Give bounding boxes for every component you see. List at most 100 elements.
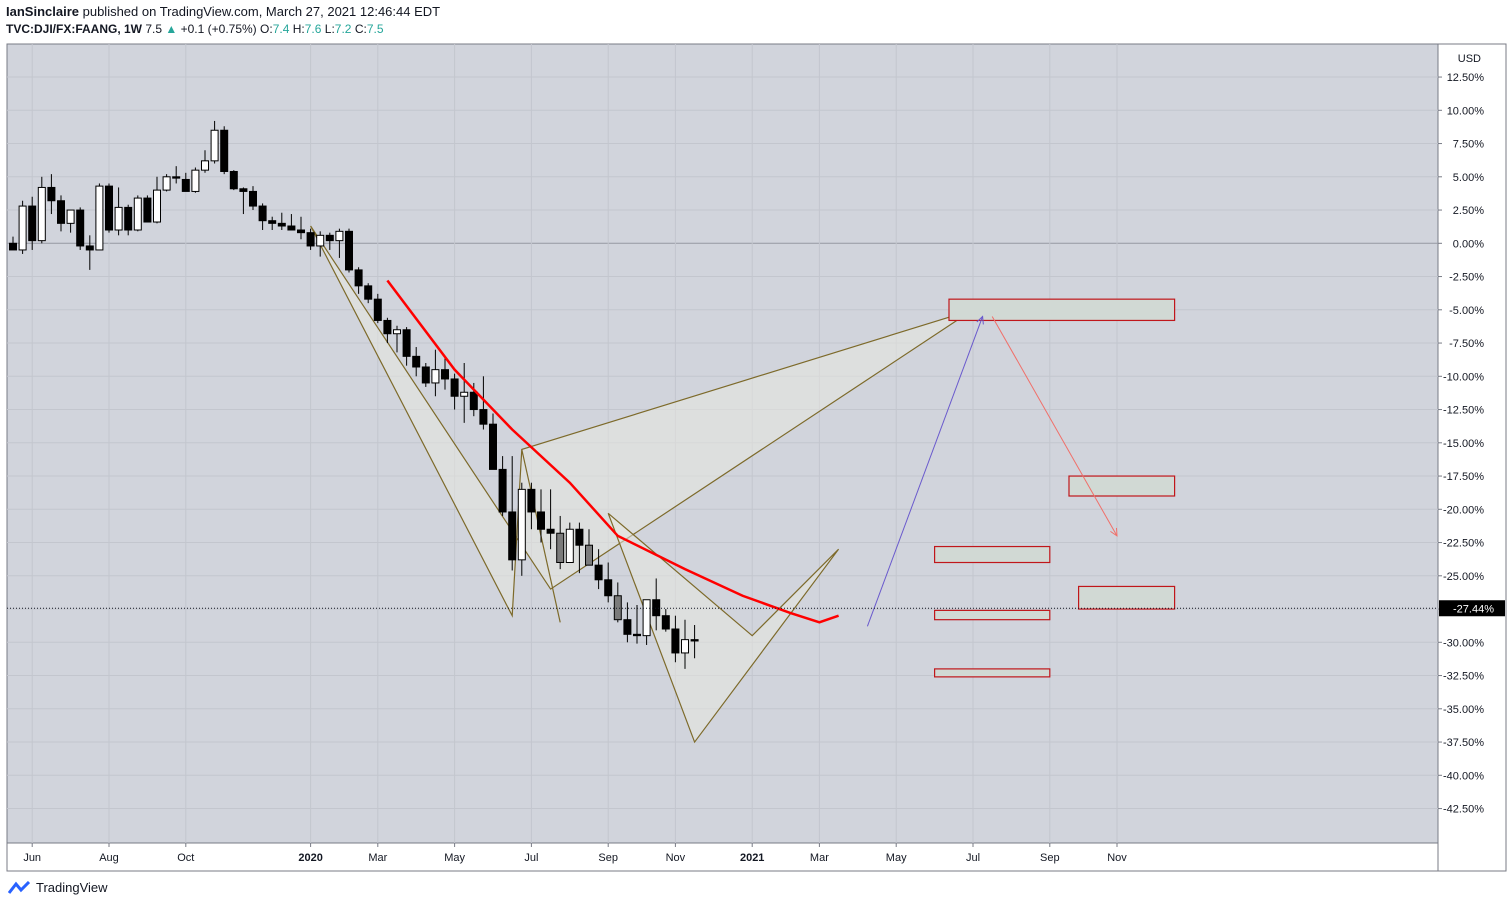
candle xyxy=(335,228,344,258)
candle xyxy=(450,373,459,410)
candle-body xyxy=(249,190,257,207)
close-value: 7.5 xyxy=(366,22,384,36)
x-tick-label: Sep xyxy=(1040,852,1060,864)
open-label: O: xyxy=(260,22,273,36)
candle xyxy=(642,599,651,645)
candle xyxy=(153,176,161,224)
candle-body xyxy=(66,209,75,224)
candle xyxy=(393,325,401,353)
candle-body xyxy=(18,205,27,251)
high-label: H: xyxy=(292,22,305,36)
candle xyxy=(594,549,603,590)
candle xyxy=(191,167,200,193)
publish-info: IanSinclaire published on TradingView.co… xyxy=(6,4,440,19)
x-tick-label: Jul xyxy=(524,852,538,864)
candle xyxy=(613,582,622,623)
candle xyxy=(95,183,104,251)
candle-body xyxy=(354,269,363,287)
y-tick-label: -42.50% xyxy=(1443,804,1484,816)
candle-body xyxy=(28,205,37,242)
candle-body xyxy=(114,206,123,231)
candle-body xyxy=(517,488,526,561)
candle-body xyxy=(479,409,488,425)
candle-body xyxy=(613,595,622,621)
candle xyxy=(498,456,507,516)
y-tick-label: -30.00% xyxy=(1443,637,1484,649)
y-tick-label: -20.00% xyxy=(1443,504,1484,516)
candle-body xyxy=(565,528,574,563)
candle-body xyxy=(162,176,171,191)
candle-body xyxy=(287,225,296,231)
symbol-name[interactable]: TVC:DJI/FX:FAANG, 1W xyxy=(6,22,143,36)
candle xyxy=(316,231,325,257)
candle xyxy=(527,482,536,530)
candle-body xyxy=(402,329,411,357)
candle xyxy=(239,187,248,215)
candle xyxy=(681,619,689,669)
brand-name: TradingView xyxy=(36,880,108,895)
candle-body xyxy=(258,205,267,222)
target-zone xyxy=(933,668,1051,678)
candle-body xyxy=(556,532,565,563)
low-value: 7.2 xyxy=(334,22,352,36)
candle xyxy=(76,207,85,250)
y-tick-label: -32.50% xyxy=(1443,671,1484,683)
y-tick-label: -12.50% xyxy=(1443,405,1484,417)
candle-body xyxy=(421,366,430,384)
candle xyxy=(517,482,526,576)
candle-body xyxy=(383,319,392,335)
x-tick-label: 2020 xyxy=(298,852,322,864)
y-tick-label: -37.50% xyxy=(1443,737,1484,749)
candle xyxy=(124,204,133,236)
candle-body xyxy=(441,369,449,380)
candle xyxy=(258,203,267,230)
candle-body xyxy=(412,355,421,368)
candle-body xyxy=(277,222,286,227)
candle xyxy=(661,609,670,632)
candle-body xyxy=(57,200,65,224)
author-name[interactable]: IanSinclaire xyxy=(6,4,79,19)
y-tick-label: 0.00% xyxy=(1453,238,1484,250)
y-tick-label: -25.00% xyxy=(1443,571,1484,583)
y-tick-label: -35.00% xyxy=(1443,704,1484,716)
candle-body xyxy=(316,234,325,247)
candle xyxy=(229,170,238,191)
candle xyxy=(249,186,257,211)
footer-brand[interactable]: TradingView xyxy=(8,880,108,895)
candle xyxy=(9,236,17,251)
candle-body xyxy=(9,242,17,251)
open-value: 7.4 xyxy=(272,22,290,36)
candle xyxy=(172,166,181,184)
candle xyxy=(604,562,613,603)
time-axis xyxy=(6,842,1439,872)
candle-body xyxy=(642,599,651,637)
candle-body xyxy=(133,197,142,231)
x-tick-label: Mar xyxy=(368,852,387,864)
candle-body xyxy=(633,633,641,637)
y-tick-label: 5.00% xyxy=(1453,172,1484,184)
candle-body xyxy=(297,229,305,234)
plot-border xyxy=(6,43,1439,844)
candle-body xyxy=(325,234,334,242)
candle-body xyxy=(239,188,248,192)
close-label: C: xyxy=(354,22,367,36)
candle xyxy=(383,317,392,344)
y-tick-label: 7.50% xyxy=(1453,139,1484,151)
candle xyxy=(85,235,94,270)
candle-body xyxy=(364,285,373,300)
candle xyxy=(508,456,517,571)
candle-body xyxy=(105,185,113,231)
candle xyxy=(565,522,574,563)
candle xyxy=(652,578,661,631)
candle-body xyxy=(604,579,613,597)
y-tick-label: 10.00% xyxy=(1447,105,1485,117)
y-tick-label: -22.50% xyxy=(1443,538,1484,550)
candle xyxy=(460,363,469,423)
change-value: +0.1 (+0.75%) xyxy=(180,22,257,36)
candle-body xyxy=(393,329,401,335)
target-zone xyxy=(1077,585,1176,610)
candle xyxy=(479,376,488,430)
candle-body xyxy=(508,511,517,561)
candle xyxy=(37,176,46,244)
